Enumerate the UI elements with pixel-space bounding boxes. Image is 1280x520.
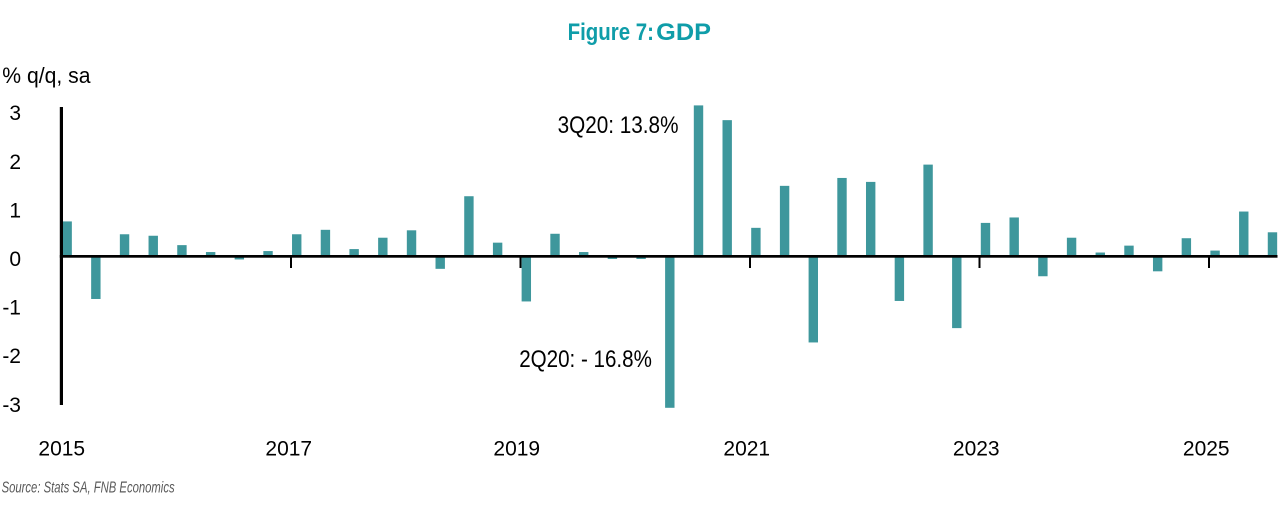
- svg-text:% q/q, sa: % q/q, sa: [2, 63, 91, 88]
- svg-text:2017: 2017: [265, 438, 312, 461]
- svg-text:3Q20: 13.8%: 3Q20: 13.8%: [558, 112, 679, 139]
- svg-text:0: 0: [9, 248, 21, 271]
- svg-text:3: 3: [9, 102, 21, 125]
- svg-text:2021: 2021: [723, 438, 770, 461]
- svg-text:2015: 2015: [38, 438, 85, 461]
- svg-text:-2: -2: [2, 345, 21, 368]
- svg-text:2: 2: [9, 151, 21, 174]
- svg-text:1: 1: [9, 199, 21, 222]
- svg-text:2023: 2023: [953, 438, 1000, 461]
- svg-text:Figure 7:GDP: Figure 7:GDP: [568, 19, 711, 46]
- svg-text:-1: -1: [2, 297, 21, 320]
- svg-text:2025: 2025: [1183, 438, 1230, 461]
- svg-text:-3: -3: [2, 394, 21, 417]
- svg-text:2Q20: - 16.8%: 2Q20: - 16.8%: [519, 346, 652, 373]
- svg-text:Source: Stats SA, FNB Economic: Source: Stats SA, FNB Economics: [2, 479, 175, 496]
- svg-text:2019: 2019: [493, 438, 540, 461]
